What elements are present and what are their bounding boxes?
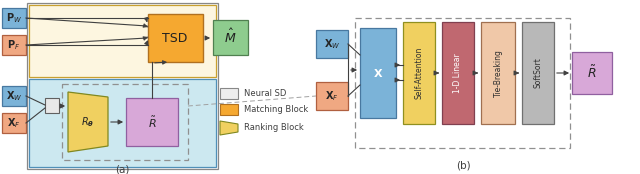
Polygon shape (68, 92, 108, 152)
Bar (2, 8, 26, 28)
Text: Neural SD: Neural SD (244, 89, 286, 98)
Bar (148, 14, 203, 62)
Bar (360, 28, 396, 118)
Text: $\mathbf{X}$: $\mathbf{X}$ (373, 67, 383, 79)
Text: $\mathbf{X}_{F}$: $\mathbf{X}_{F}$ (7, 116, 20, 130)
Text: Ranking Block: Ranking Block (244, 124, 304, 132)
Text: (b): (b) (456, 160, 470, 170)
Text: TSD: TSD (163, 31, 188, 45)
Bar (316, 30, 348, 58)
Text: Self-Attention: Self-Attention (415, 47, 424, 99)
Bar (572, 52, 612, 94)
Bar (2, 86, 26, 106)
Bar (213, 20, 248, 55)
Text: $\mathbf{X}_{F}$: $\mathbf{X}_{F}$ (325, 89, 339, 103)
Text: $\mathbf{X}_{W}$: $\mathbf{X}_{W}$ (6, 89, 22, 103)
Bar (481, 22, 515, 124)
Bar (220, 104, 238, 115)
Text: Tie-Breaking: Tie-Breaking (493, 49, 502, 97)
Text: $\hat{M}$: $\hat{M}$ (224, 28, 236, 46)
Text: $\mathbf{P}_{W}$: $\mathbf{P}_{W}$ (6, 11, 22, 25)
Text: $\mathbf{X}_{W}$: $\mathbf{X}_{W}$ (324, 37, 340, 51)
Bar (62, 84, 188, 160)
Bar (220, 88, 238, 99)
Text: $R_{\boldsymbol{\theta}}$: $R_{\boldsymbol{\theta}}$ (81, 115, 95, 129)
Text: $\tilde{R}$: $\tilde{R}$ (148, 114, 156, 130)
Text: (a): (a) (115, 165, 129, 174)
Bar (29, 79, 216, 167)
Bar (442, 22, 474, 124)
Bar (403, 22, 435, 124)
Bar (126, 98, 178, 146)
Bar (29, 5, 216, 77)
Text: 1-D Linear: 1-D Linear (454, 53, 463, 93)
Polygon shape (220, 121, 238, 135)
Bar (2, 113, 26, 133)
Bar (27, 3, 218, 169)
Bar (2, 35, 26, 55)
Text: Matching Block: Matching Block (244, 105, 308, 114)
Text: $\mathbf{P}_{F}$: $\mathbf{P}_{F}$ (8, 38, 20, 52)
Bar (522, 22, 554, 124)
Bar (45, 98, 59, 113)
Bar (316, 82, 348, 110)
Text: SoftSort: SoftSort (534, 58, 543, 88)
Text: $\tilde{R}$: $\tilde{R}$ (588, 65, 596, 81)
Bar (355, 18, 570, 148)
